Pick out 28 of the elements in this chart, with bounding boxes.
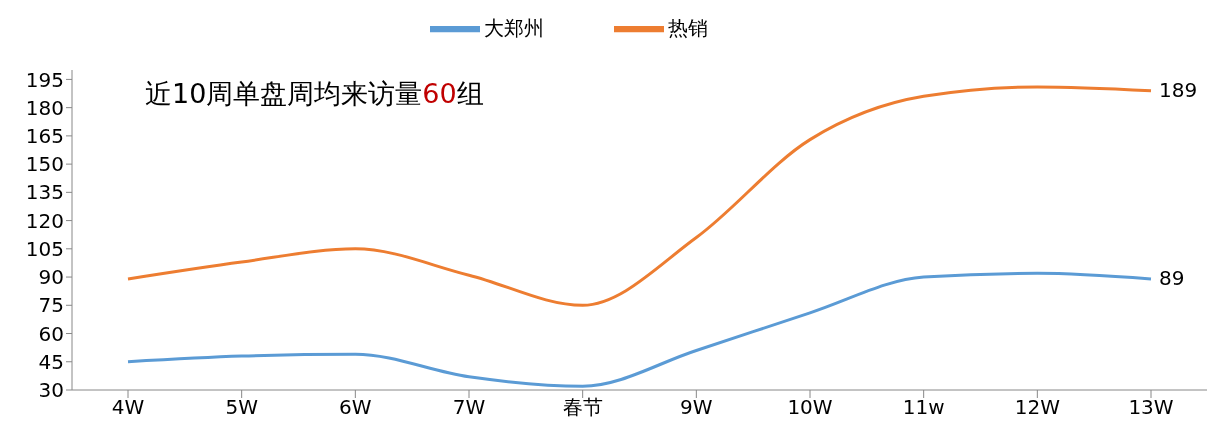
annotation: 近10周单盘周均来访量60组 <box>145 78 484 109</box>
x-tick-label: 6W <box>339 395 372 420</box>
y-tick-label: 30 <box>38 378 64 403</box>
y-tick-label: 105 <box>25 236 64 261</box>
data-label: 189 <box>1159 77 1198 102</box>
x-tick-label: 春节 <box>562 395 603 420</box>
x-tick-label: 9W <box>680 395 713 420</box>
line-series <box>126 271 1153 388</box>
legend-label: 热销 <box>667 15 708 40</box>
x-tick-label: 13W <box>1128 395 1174 420</box>
y-tick-label: 195 <box>25 67 64 92</box>
y-tick-label: 120 <box>25 208 64 233</box>
y-tick-label: 180 <box>25 95 64 120</box>
y-tick-label: 75 <box>38 293 64 318</box>
y-tick-label: 150 <box>25 152 64 177</box>
x-tick-label: 11w <box>902 395 945 420</box>
x-tick-label: 7W <box>452 395 486 420</box>
y-tick-label: 135 <box>25 180 64 205</box>
x-tick-label: 5W <box>225 395 259 420</box>
data-label: 89 <box>1159 265 1185 290</box>
y-tick-label: 45 <box>38 349 64 374</box>
x-tick-label: 10W <box>787 395 833 420</box>
x-tick-label: 4W <box>111 395 145 420</box>
y-tick-label: 60 <box>38 321 64 346</box>
y-tick-label: 90 <box>38 265 64 290</box>
y-tick-label: 165 <box>25 123 64 148</box>
legend-label: 大郑州 <box>483 15 544 40</box>
x-tick-label: 12W <box>1014 395 1061 420</box>
